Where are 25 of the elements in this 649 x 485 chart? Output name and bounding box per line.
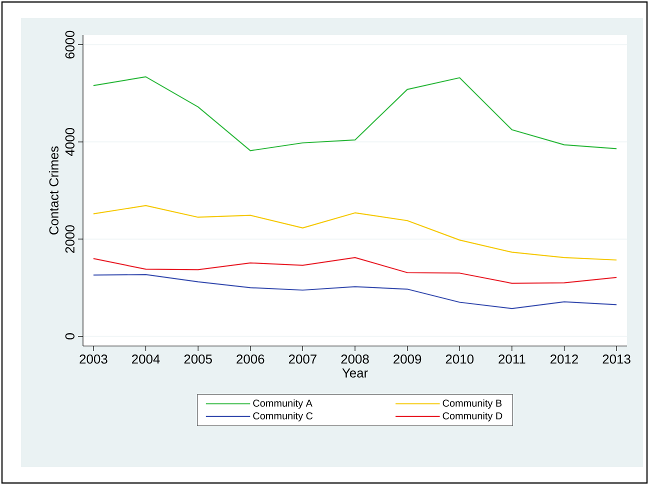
x-tick-label: 2012 bbox=[550, 354, 578, 364]
x-tick-label: 2011 bbox=[498, 354, 526, 364]
y-tick-label: 6000 bbox=[65, 30, 74, 58]
x-tick-label: 2010 bbox=[446, 354, 474, 364]
x-tick-label: 2005 bbox=[184, 354, 212, 364]
x-tick-label: 2004 bbox=[132, 354, 160, 364]
y-tick-label: 2000 bbox=[65, 225, 74, 253]
x-axis-title: Year bbox=[342, 368, 368, 378]
legend-label: Community B bbox=[442, 399, 502, 409]
y-tick-label: 4000 bbox=[65, 128, 74, 156]
line-series bbox=[92, 274, 618, 310]
x-tick-label: 2003 bbox=[80, 354, 108, 364]
legend-label: Community C bbox=[253, 412, 313, 422]
legend-label: Community D bbox=[442, 412, 502, 422]
line-series bbox=[92, 257, 618, 284]
y-tick-label: 0 bbox=[65, 333, 74, 340]
line-series bbox=[92, 205, 618, 261]
x-tick-label: 2008 bbox=[341, 354, 369, 364]
line-series bbox=[92, 76, 618, 152]
legend-label: Community A bbox=[253, 399, 312, 409]
x-tick-label: 2007 bbox=[288, 354, 316, 364]
x-tick-label: 2006 bbox=[236, 354, 264, 364]
y-axis-title: Contact Crimes bbox=[48, 146, 58, 234]
x-tick-label: 2009 bbox=[394, 354, 422, 364]
x-tick-label: 2013 bbox=[602, 354, 630, 364]
